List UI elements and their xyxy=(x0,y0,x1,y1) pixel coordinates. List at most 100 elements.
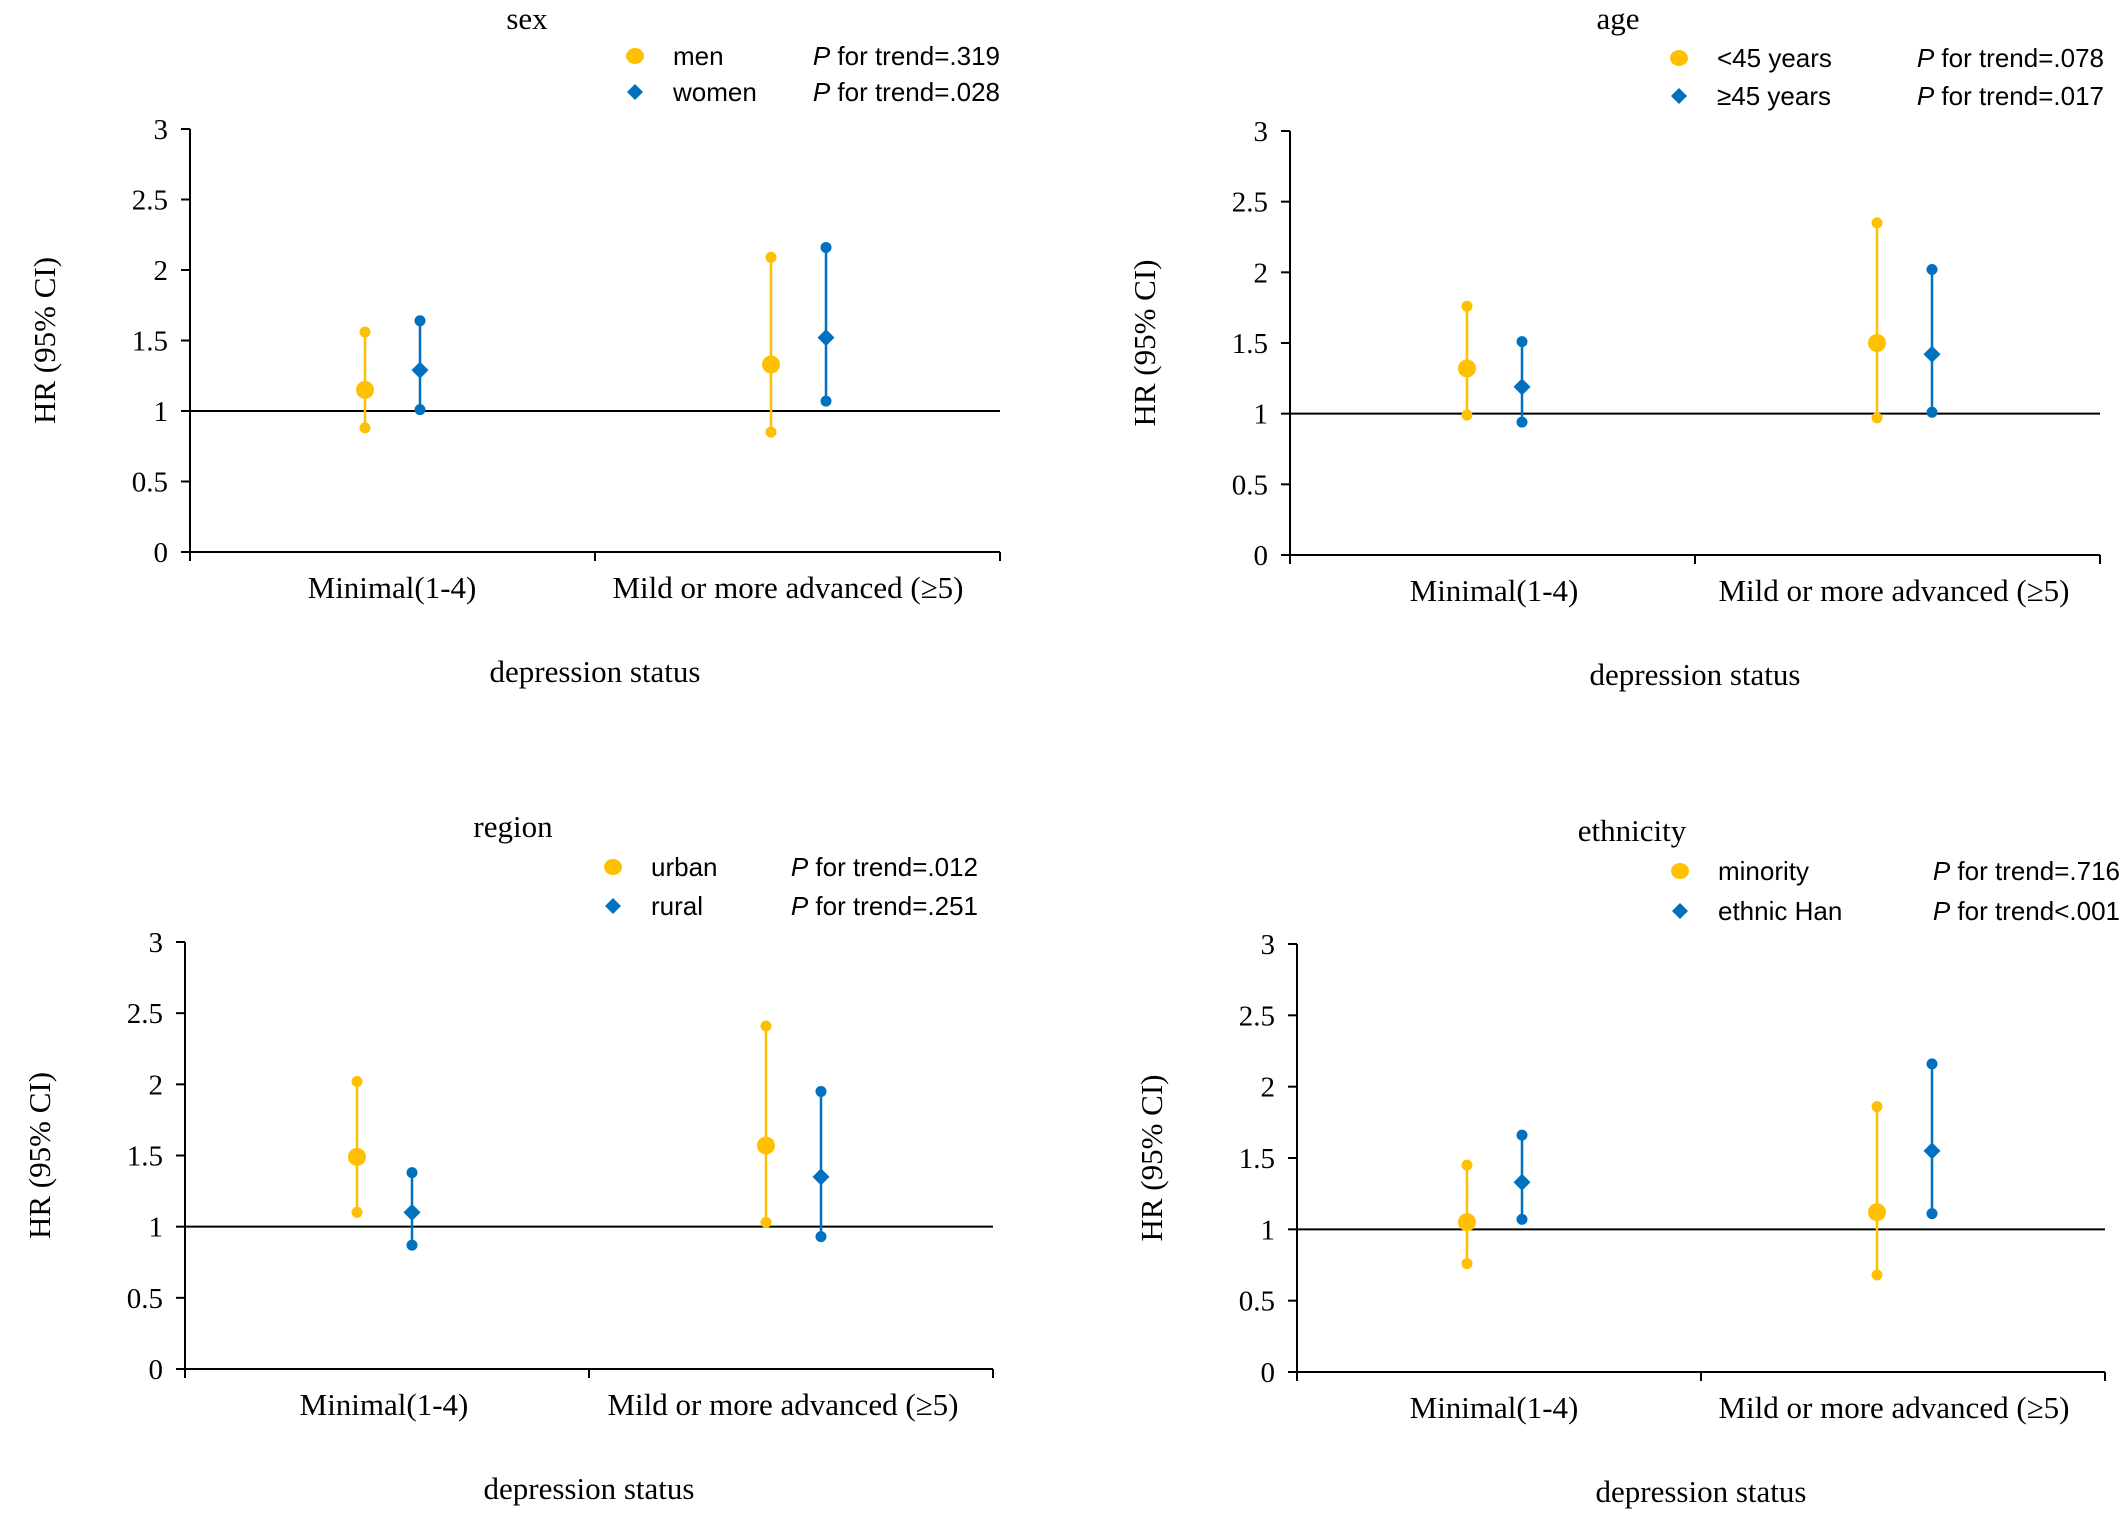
legend: <45 years P for trend=.078 ≥45 years P for … xyxy=(1670,43,2104,111)
y-tick-label: 0 xyxy=(1254,540,1269,572)
ci-lower-cap xyxy=(1516,1213,1528,1225)
hr-point-marker xyxy=(1868,334,1886,352)
ci-lower-cap xyxy=(765,426,777,438)
ci-upper-cap xyxy=(1461,1159,1473,1171)
hr-point-marker xyxy=(1513,378,1531,396)
p-italic: P xyxy=(791,891,809,921)
y-tick-label: 0 xyxy=(154,537,169,569)
p-italic: P xyxy=(1933,896,1951,926)
ci-lower-cap xyxy=(820,395,832,407)
y-tick-label: 0.5 xyxy=(1239,1286,1275,1318)
legend-marker xyxy=(1671,88,1687,104)
ci-upper-cap xyxy=(1516,336,1528,348)
legend-label: rural xyxy=(651,891,703,921)
legend-p-trend: P for trend=.078 xyxy=(1917,43,2104,73)
y-tick-label: 2 xyxy=(1254,257,1269,289)
series-minority xyxy=(1458,1101,1886,1281)
legend-marker xyxy=(1670,50,1688,66)
y-axis-title: HR (95% CI) xyxy=(1134,1074,1169,1241)
chart-title: sex xyxy=(506,1,548,36)
y-tick-label: 3 xyxy=(1261,929,1276,961)
y-axis-title: HR (95% CI) xyxy=(1127,259,1162,426)
series-men xyxy=(356,251,780,438)
hr-point-marker xyxy=(1458,1213,1476,1232)
y-tick-label: 1 xyxy=(154,396,169,428)
ci-lower-cap xyxy=(359,422,371,434)
y-tick-label: 1.5 xyxy=(1239,1143,1275,1175)
legend: urban P for trend=.012 rural P for trend=.2… xyxy=(604,852,978,921)
ci-lower-cap xyxy=(1461,1258,1473,1270)
x-category-label: Minimal(1-4) xyxy=(308,570,477,605)
hr-point-marker xyxy=(1923,1142,1941,1160)
x-axis-title: depression status xyxy=(1596,1474,1807,1509)
legend-label: urban xyxy=(651,852,718,882)
ci-upper-cap xyxy=(359,326,371,338)
y-tick-label: 2 xyxy=(1261,1072,1276,1104)
legend: minority P for trend=.716 ethnic Han P for … xyxy=(1671,856,2120,926)
p-italic: P xyxy=(1917,81,1935,111)
ci-lower-cap xyxy=(815,1231,827,1243)
legend-label: ethnic Han xyxy=(1718,896,1842,926)
x-category-label: Mild or more advanced (≥5) xyxy=(1718,1390,2069,1425)
ci-upper-cap xyxy=(760,1020,772,1032)
ci-upper-cap xyxy=(815,1085,827,1097)
p-trend-text: for trend=.251 xyxy=(808,891,978,921)
hr-point-marker xyxy=(1868,1203,1886,1222)
ci-upper-cap xyxy=(351,1075,363,1087)
y-tick-label: 1 xyxy=(149,1212,164,1244)
ci-lower-cap xyxy=(414,404,426,416)
x-axis-title: depression status xyxy=(490,654,701,689)
ci-upper-cap xyxy=(1871,217,1883,229)
ci-upper-cap xyxy=(1516,1129,1528,1141)
y-tick-label: 0.5 xyxy=(132,467,168,499)
y-tick-label: 1 xyxy=(1254,399,1269,431)
legend-label: <45 years xyxy=(1717,43,1832,73)
p-trend-text: for trend=.716 xyxy=(1950,856,2120,886)
legend-p-trend: P for trend<.001 xyxy=(1933,896,2120,926)
hr-point-marker xyxy=(411,361,429,379)
ci-upper-cap xyxy=(1871,1101,1883,1113)
ci-lower-cap xyxy=(1461,409,1473,421)
legend-marker xyxy=(1672,903,1688,919)
legend-label: ≥45 years xyxy=(1717,81,1831,111)
series-ethnic Han xyxy=(1513,1058,1941,1225)
ci-lower-cap xyxy=(1926,406,1938,418)
y-tick-label: 3 xyxy=(149,927,164,959)
legend-p-trend: P for trend=.028 xyxy=(813,77,1000,107)
y-tick-label: 2.5 xyxy=(1239,1000,1275,1032)
p-italic: P xyxy=(813,41,831,71)
p-italic: P xyxy=(791,852,809,882)
x-category-label: Minimal(1-4) xyxy=(300,1387,469,1422)
ci-upper-cap xyxy=(406,1167,418,1179)
legend-label: men xyxy=(673,41,724,71)
x-axis-title: depression status xyxy=(1590,657,1801,692)
legend-label: women xyxy=(672,77,757,107)
hr-point-marker xyxy=(356,380,374,399)
chart-panel-region: region 0 0.5 1 1.5 2 2.5 3 Minimal(1-4) Mild or m… xyxy=(22,809,994,1506)
y-tick-label: 0 xyxy=(149,1354,164,1386)
x-category-label: Minimal(1-4) xyxy=(1410,573,1579,608)
x-category-label: Mild or more advanced (≥5) xyxy=(607,1387,958,1422)
hr-point-marker xyxy=(1923,345,1941,363)
chart-title: age xyxy=(1596,1,1639,36)
series-rural xyxy=(403,1085,830,1251)
p-trend-text: for trend<.001 xyxy=(1950,896,2120,926)
series-≥45 years xyxy=(1513,264,1941,428)
y-tick-label: 0 xyxy=(1261,1357,1276,1389)
chart-panel-sex: sex 0 0.5 1 1.5 2 2.5 3 Minimal(1-4) Mild or more… xyxy=(27,1,1001,689)
legend-marker xyxy=(626,48,644,64)
y-tick-label: 1.5 xyxy=(127,1141,163,1173)
legend: men P for trend=.319 women P for trend=.028 xyxy=(626,41,1000,107)
x-category-label: Mild or more advanced (≥5) xyxy=(1718,573,2069,608)
ci-upper-cap xyxy=(820,241,832,253)
y-tick-label: 2.5 xyxy=(1232,187,1268,219)
legend-p-trend: P for trend=.012 xyxy=(791,852,978,882)
y-tick-label: 2 xyxy=(149,1069,164,1101)
y-tick-label: 0.5 xyxy=(127,1283,163,1315)
hr-point-marker xyxy=(403,1203,421,1221)
y-tick-label: 2.5 xyxy=(127,998,163,1030)
chart-title: ethnicity xyxy=(1578,813,1687,848)
legend-marker xyxy=(627,84,643,100)
x-axis-title: depression status xyxy=(484,1471,695,1506)
ci-lower-cap xyxy=(406,1239,418,1251)
